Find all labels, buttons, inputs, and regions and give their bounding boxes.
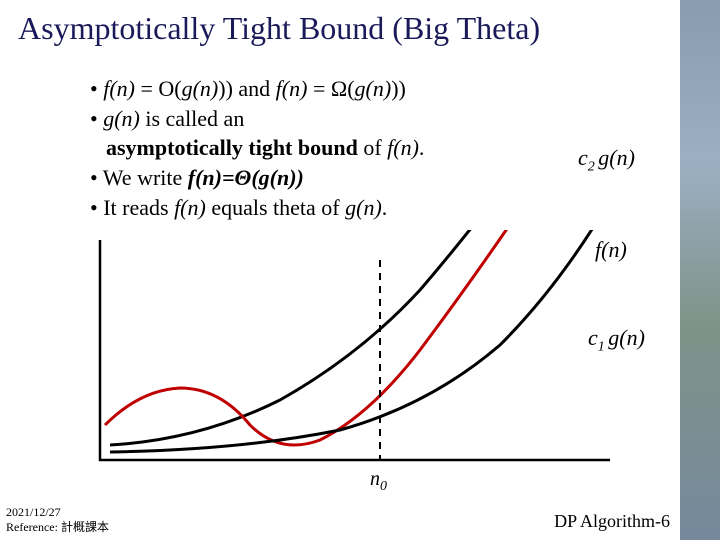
bullet-2-line2: asymptotically tight bound of f(n). [90, 133, 570, 163]
label-c2gn: c2 g(n) [578, 145, 635, 175]
curve-c1gn [110, 230, 610, 452]
footer-date: 2021/12/27 [6, 505, 109, 519]
footer-reference: Reference: 計概課本 [6, 520, 109, 534]
bullet-4: • It reads f(n) equals theta of g(n). [90, 193, 570, 223]
decorative-background-strip [680, 0, 720, 540]
footer-right: DP Algorithm-6 [554, 511, 670, 532]
footer-left: 2021/12/27 Reference: 計概課本 [6, 505, 109, 534]
label-n0: n0 [370, 468, 387, 495]
bullet-2-line1: • g(n) is called an [90, 104, 570, 134]
curve-c2gn [110, 230, 530, 445]
chart-svg [80, 230, 620, 470]
curve-fn [105, 230, 540, 445]
bullet-list: • f(n) = O(g(n))) and f(n) = Ω(g(n))) • … [90, 74, 570, 222]
page-title: Asymptotically Tight Bound (Big Theta) [18, 10, 540, 47]
bullet-3: • We write f(n)=Θ(g(n)) [90, 163, 570, 193]
bullet-1: • f(n) = O(g(n))) and f(n) = Ω(g(n))) [90, 74, 570, 104]
